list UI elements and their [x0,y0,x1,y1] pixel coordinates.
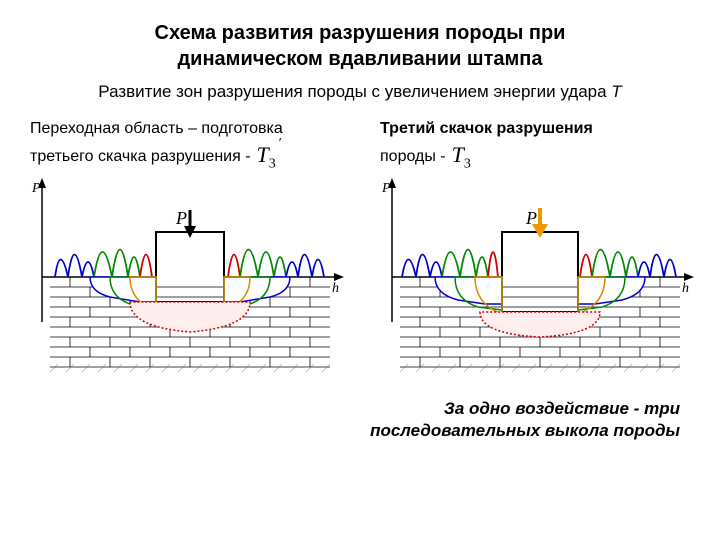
svg-text:P: P [381,181,391,196]
right-formula: T3 [452,142,471,172]
formula-sub-r: 3 [464,156,471,171]
subtitle-text: Развитие зон разрушения породы с увеличе… [98,82,611,101]
footer-line1: За одно воздействие - три [444,399,680,418]
right-label-1: Третий скачок разрушения [380,120,700,138]
right-column: Третий скачок разрушения породы - T3 P h [380,120,700,382]
formula-t-r: T [452,142,464,167]
footer-line2: последовательных выкола породы [370,421,680,440]
title-line1: Схема развития разрушения породы при [155,22,566,44]
title-line2: динамическом вдавливании штампа [177,48,542,70]
footer: За одно воздействие - три последовательн… [30,398,690,442]
left-label-1: Переходная область – подготовка [30,120,350,138]
load-p-label: P [175,208,187,228]
left-diagram: P h P [30,172,350,382]
axis-h-label: h [332,281,339,296]
left-formula: T3′ [257,142,276,172]
formula-t: T [257,142,269,167]
right-label-2: породы - [380,148,446,166]
svg-text:P: P [525,208,537,228]
subtitle: Развитие зон разрушения породы с увеличе… [30,82,690,102]
left-column: Переходная область – подготовка третьего… [30,120,350,382]
axis-p-label: P [31,181,41,196]
right-diagram: P h P [380,172,700,382]
svg-text:h: h [682,281,689,296]
formula-sub: 3 [269,156,276,171]
subtitle-var: T [611,82,621,101]
left-label-2: третьего скачка разрушения - [30,148,251,166]
